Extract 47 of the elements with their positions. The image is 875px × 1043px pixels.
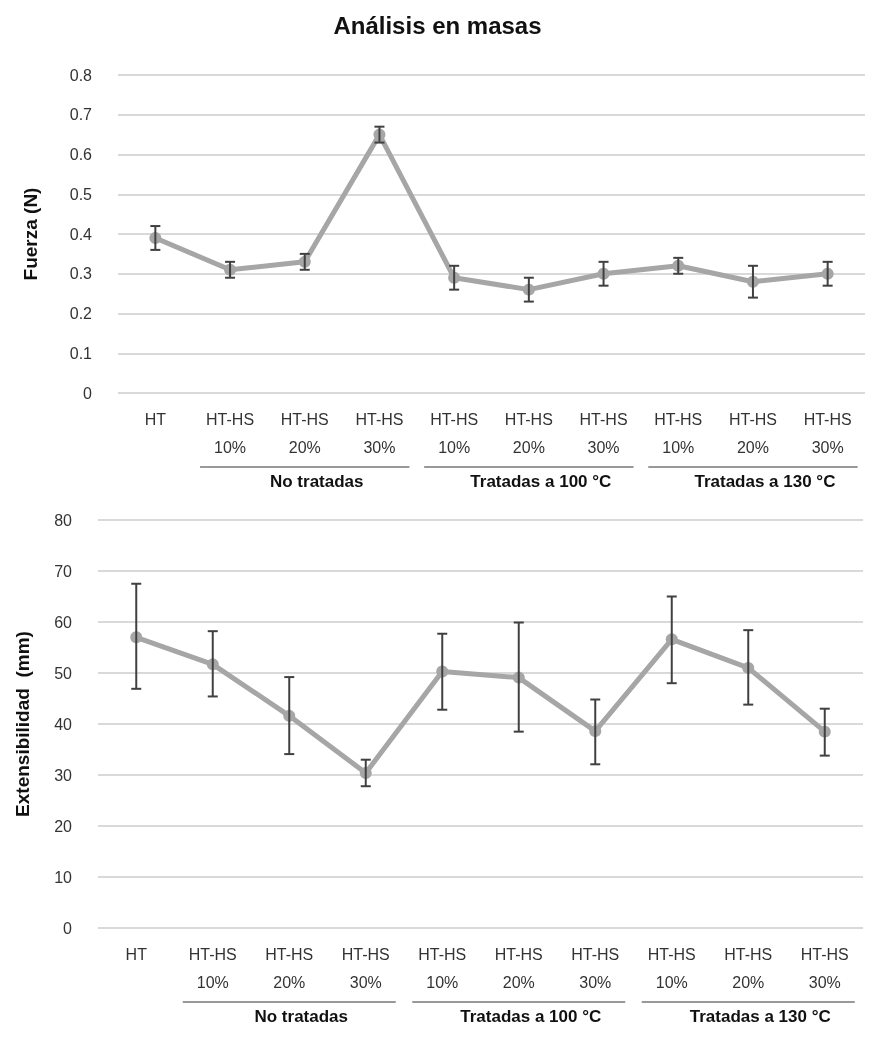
y-tick-label: 0.7 [69, 106, 93, 124]
x-tick-label: HT-HS 30% [571, 945, 620, 991]
y-tick-label: 0.6 [69, 146, 93, 163]
y-tick-label: 10 [54, 868, 73, 886]
y-tick-label: 0.5 [69, 185, 93, 203]
y-tick-label: 60 [54, 613, 73, 631]
chart-title: Análisis en masas [333, 11, 542, 39]
y-tick-label: 20 [54, 817, 73, 835]
x-tick-label: HT-HS 30% [800, 945, 849, 991]
y-tick-label: 0.8 [69, 66, 93, 84]
x-tick-label: HT-HS 30% [341, 945, 390, 991]
x-tick-label: HT-HS 20% [265, 945, 314, 991]
y-tick-label: 40 [54, 715, 73, 733]
y-tick-label: 0.4 [69, 225, 93, 243]
y-tick-label: 0.2 [69, 305, 93, 322]
x-tick-label: HT [144, 410, 167, 428]
x-tick-label: HT-HS 20% [724, 945, 773, 991]
y-axis-title: Extensibilidad (mm) [12, 631, 33, 817]
x-tick-label: HT-HS 10% [647, 945, 696, 991]
text: Tratadas a 130 °C [689, 1007, 831, 1026]
text: No tratadas [254, 1007, 349, 1026]
y-tick-label: 0.3 [69, 265, 93, 283]
x-tick-label: HT [125, 945, 148, 963]
x-tick-label: HT-HS 30% [579, 410, 628, 456]
y-tick-label: 50 [54, 664, 73, 682]
x-tick-label: HT-HS 30% [355, 410, 404, 456]
text: No tratadas [269, 472, 364, 491]
x-tick-label: HT-HS 10% [654, 410, 703, 456]
text: Tratadas a 130 °C [694, 472, 836, 491]
text: Tratadas a 100 °C [460, 1007, 602, 1026]
x-tick-label: HT-HS 10% [206, 410, 255, 456]
y-tick-label: 0.1 [69, 344, 93, 362]
y-tick-label: 70 [54, 562, 73, 580]
x-tick-label: HT-HS 20% [280, 410, 329, 456]
x-tick-label: HT-HS 10% [418, 945, 467, 991]
x-tick-label: HT-HS 20% [494, 945, 543, 991]
x-tick-label: HT-HS 30% [803, 410, 852, 456]
text: Tratadas a 100 °C [470, 472, 612, 491]
x-tick-label: HT-HS 10% [188, 945, 237, 991]
y-tick-label: 0 [83, 384, 93, 402]
y-tick-label: 0 [63, 919, 73, 937]
y-axis-title: Fuerza (N) [20, 187, 41, 281]
x-tick-label: HT-HS 10% [430, 410, 479, 456]
x-tick-label: HT-HS 20% [504, 410, 553, 456]
x-tick-label: HT-HS 20% [728, 410, 777, 456]
y-tick-label: 30 [54, 766, 73, 784]
y-tick-label: 80 [54, 511, 73, 529]
